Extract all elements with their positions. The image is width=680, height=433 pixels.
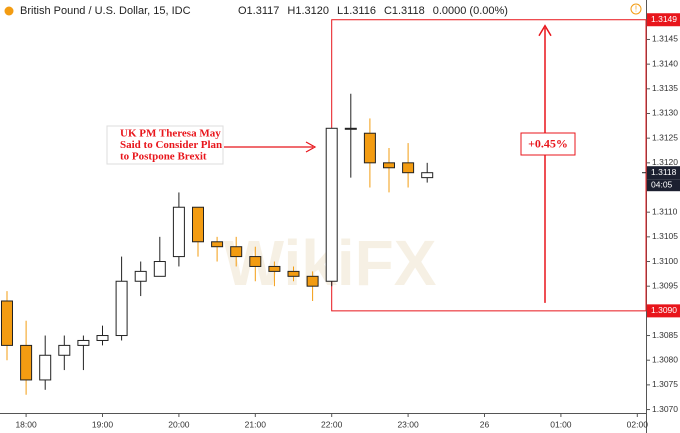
candle-body <box>115 280 128 337</box>
candle-body <box>344 127 357 130</box>
y-tick-label: 1.3085 <box>652 330 678 340</box>
range-low-label-box <box>647 304 680 318</box>
y-tick-label: 1.3120 <box>652 157 678 167</box>
y-tick-label: 1.3135 <box>652 83 678 93</box>
header-value: 0.0000 (0.00%) <box>433 5 508 17</box>
candle-body <box>58 344 71 356</box>
annotation-arrow-head <box>305 141 317 153</box>
x-tick-label: 18:00 <box>15 419 37 429</box>
y-tick-label: 1.3100 <box>652 256 678 266</box>
candle-body <box>402 162 415 174</box>
candle-body <box>211 241 224 248</box>
header-value: O1.3117 <box>238 5 279 17</box>
candle-body <box>230 246 243 258</box>
y-tick-label: 1.3095 <box>652 280 678 290</box>
candle-body <box>306 275 319 287</box>
y-tick-label: 1.3110 <box>652 206 678 216</box>
change-label: +0.45% <box>528 136 568 150</box>
candle-body <box>249 256 262 267</box>
candle-body <box>39 354 52 381</box>
candle-body <box>77 339 90 346</box>
y-tick-label: 1.3080 <box>652 354 678 364</box>
x-tick-label: 20:00 <box>168 419 190 429</box>
candle-body <box>20 344 33 381</box>
y-tick-label: 1.3145 <box>652 34 678 44</box>
header-value: L1.3116 <box>337 5 376 17</box>
change-box <box>520 132 576 156</box>
header-value: H1.3120 <box>287 5 329 17</box>
range-high-label-box <box>647 13 680 27</box>
countdown-box <box>647 179 680 192</box>
candle-body <box>421 172 434 179</box>
alert-icon-mark: ! <box>635 5 637 14</box>
candle-body <box>363 132 376 164</box>
candle-body <box>268 265 281 272</box>
x-tick-label: 19:00 <box>92 419 114 429</box>
y-tick-label: 1.3070 <box>652 404 678 414</box>
x-tick-label: 23:00 <box>397 419 419 429</box>
range-low-label: 1.3090 <box>651 305 677 315</box>
symbol-icon <box>4 6 14 16</box>
candle-body <box>287 270 300 277</box>
x-tick-label: 01:00 <box>550 419 572 429</box>
chart-title: British Pound / U.S. Dollar, 15, IDC <box>20 5 191 17</box>
candle-body <box>134 270 147 282</box>
y-tick-label: 1.3105 <box>652 231 678 241</box>
y-tick-label: 1.3140 <box>652 58 678 68</box>
y-tick-label: 1.3125 <box>652 132 678 142</box>
x-tick-label: 02:00 <box>627 419 649 429</box>
last-price-label-box <box>647 166 680 180</box>
candle-body <box>192 206 204 243</box>
annotation-line: Said to Consider Plan <box>120 139 222 151</box>
last-price-label: 1.3118 <box>651 167 677 177</box>
candle-body <box>1 300 13 346</box>
y-tick-label: 1.3130 <box>652 108 678 118</box>
range-high-label: 1.3149 <box>651 14 677 24</box>
change-arrow-head <box>538 24 552 37</box>
x-tick-label: 26 <box>480 419 490 429</box>
candle-body <box>172 206 185 258</box>
annotation-line: UK PM Theresa May <box>120 128 221 140</box>
candle-body <box>96 335 109 341</box>
candle-body <box>383 162 395 169</box>
x-tick-label: 21:00 <box>245 419 267 429</box>
candle-body <box>325 127 338 282</box>
header-value: C1.3118 <box>384 5 425 17</box>
x-tick-label: 22:00 <box>321 419 343 429</box>
annotation-line: to Postpone Brexit <box>120 151 207 163</box>
annotation-box <box>106 125 224 165</box>
y-tick-label: 1.3075 <box>652 379 678 389</box>
countdown: 04:05 <box>651 179 673 189</box>
candle-body <box>153 261 166 277</box>
alert-icon[interactable] <box>630 3 642 15</box>
